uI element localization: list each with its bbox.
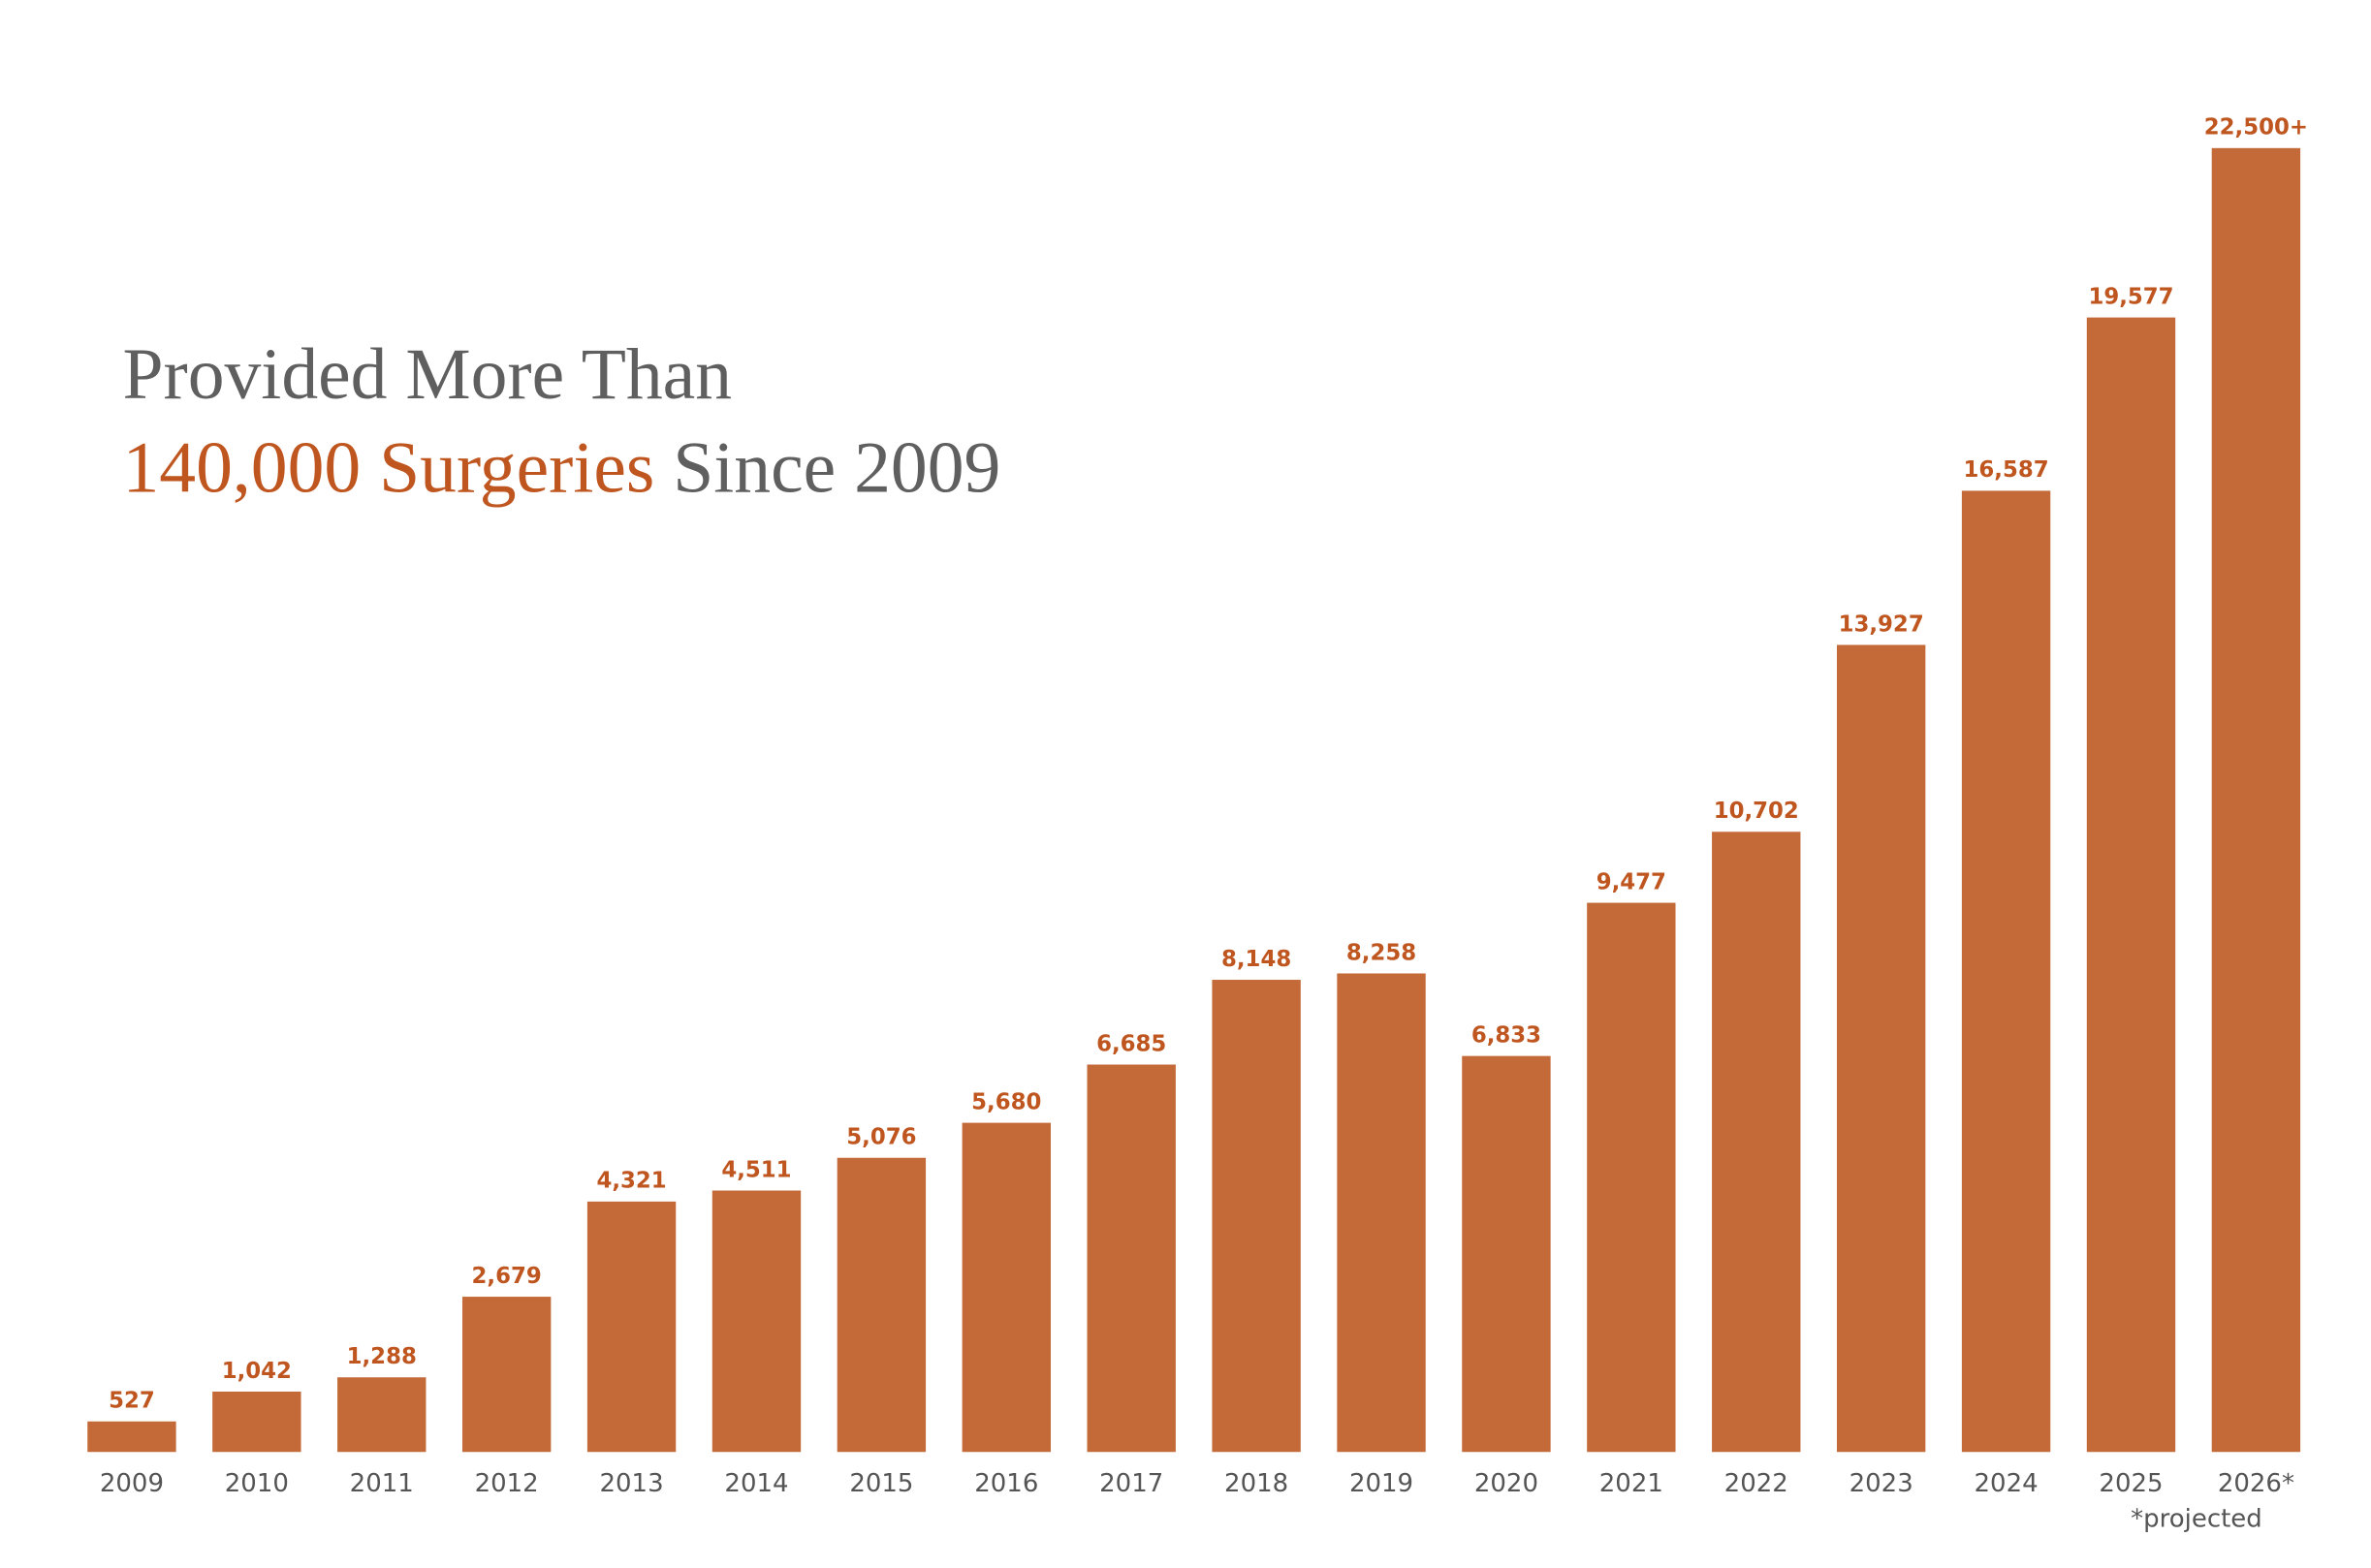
- bar: [837, 1157, 927, 1453]
- x-tick-label: 2022: [1724, 1469, 1788, 1498]
- value-label: 22,500+: [2204, 115, 2308, 141]
- value-label: 16,587: [1964, 457, 2049, 483]
- x-tick-label: 2009: [100, 1469, 164, 1498]
- bar: [2086, 317, 2176, 1453]
- bars: 527 2009 1,042 2010 1,288 2011 2,679 2012 4,321 2…: [87, 115, 2308, 1498]
- value-label: 6,685: [1096, 1031, 1166, 1056]
- value-label: 5,680: [971, 1089, 1041, 1114]
- value-label: 13,927: [1839, 612, 1924, 637]
- value-label: 8,148: [1221, 947, 1291, 972]
- x-tick-label: 2015: [849, 1469, 913, 1498]
- value-label: 9,477: [1596, 869, 1666, 894]
- bar: [461, 1297, 552, 1453]
- x-tick-label: 2024: [1975, 1469, 2039, 1498]
- bar: [1087, 1064, 1176, 1453]
- bar: [1836, 644, 1926, 1453]
- value-label: 4,321: [596, 1169, 666, 1194]
- x-tick-label: 2017: [1099, 1469, 1163, 1498]
- x-tick-label: 2021: [1599, 1469, 1663, 1498]
- bar: [337, 1377, 427, 1453]
- value-label: 5,076: [846, 1125, 916, 1150]
- x-tick-label: 2020: [1474, 1469, 1538, 1498]
- value-label: 19,577: [2088, 284, 2173, 309]
- title-highlight: 140,000 Surgeries: [122, 427, 654, 508]
- x-tick-label: 2014: [724, 1469, 788, 1498]
- x-tick-label: 2011: [350, 1469, 414, 1498]
- title-line2: 140,000 Surgeries Since 2009: [122, 427, 1000, 508]
- bar: [1587, 902, 1676, 1453]
- footnote: *projected: [2131, 1504, 2262, 1533]
- value-label: 2,679: [472, 1264, 542, 1289]
- x-tick-label: 2016: [974, 1469, 1038, 1498]
- x-tick-label: 2019: [1349, 1469, 1413, 1498]
- value-label: 1,288: [347, 1344, 417, 1369]
- value-label: 1,042: [222, 1359, 292, 1384]
- x-tick-label: 2025: [2099, 1469, 2163, 1498]
- x-tick-label: 2018: [1224, 1469, 1288, 1498]
- value-label: 8,258: [1346, 940, 1416, 965]
- value-label: 4,511: [721, 1157, 791, 1182]
- title-rest: Since 2009: [673, 427, 1000, 508]
- value-label: 10,702: [1714, 799, 1799, 824]
- x-tick-label: 2013: [600, 1469, 664, 1498]
- bar: [2211, 147, 2301, 1453]
- value-label: 6,833: [1471, 1022, 1541, 1048]
- bar: [1961, 490, 2051, 1453]
- x-tick-label: 2010: [225, 1469, 289, 1498]
- bar: [1462, 1055, 1551, 1453]
- bar: [962, 1122, 1051, 1453]
- bar: [212, 1391, 301, 1453]
- bar: [711, 1190, 802, 1453]
- x-tick-label: 2026*: [2218, 1469, 2294, 1498]
- x-tick-label: 2023: [1849, 1469, 1913, 1498]
- bar: [586, 1201, 677, 1453]
- bar: [1212, 980, 1301, 1453]
- bar: [87, 1421, 176, 1453]
- title-line1: Provided More Than: [122, 334, 732, 415]
- bar: [1712, 831, 1801, 1453]
- bar: [1337, 973, 1426, 1453]
- x-tick-label: 2012: [475, 1469, 539, 1498]
- value-label: 527: [109, 1389, 155, 1414]
